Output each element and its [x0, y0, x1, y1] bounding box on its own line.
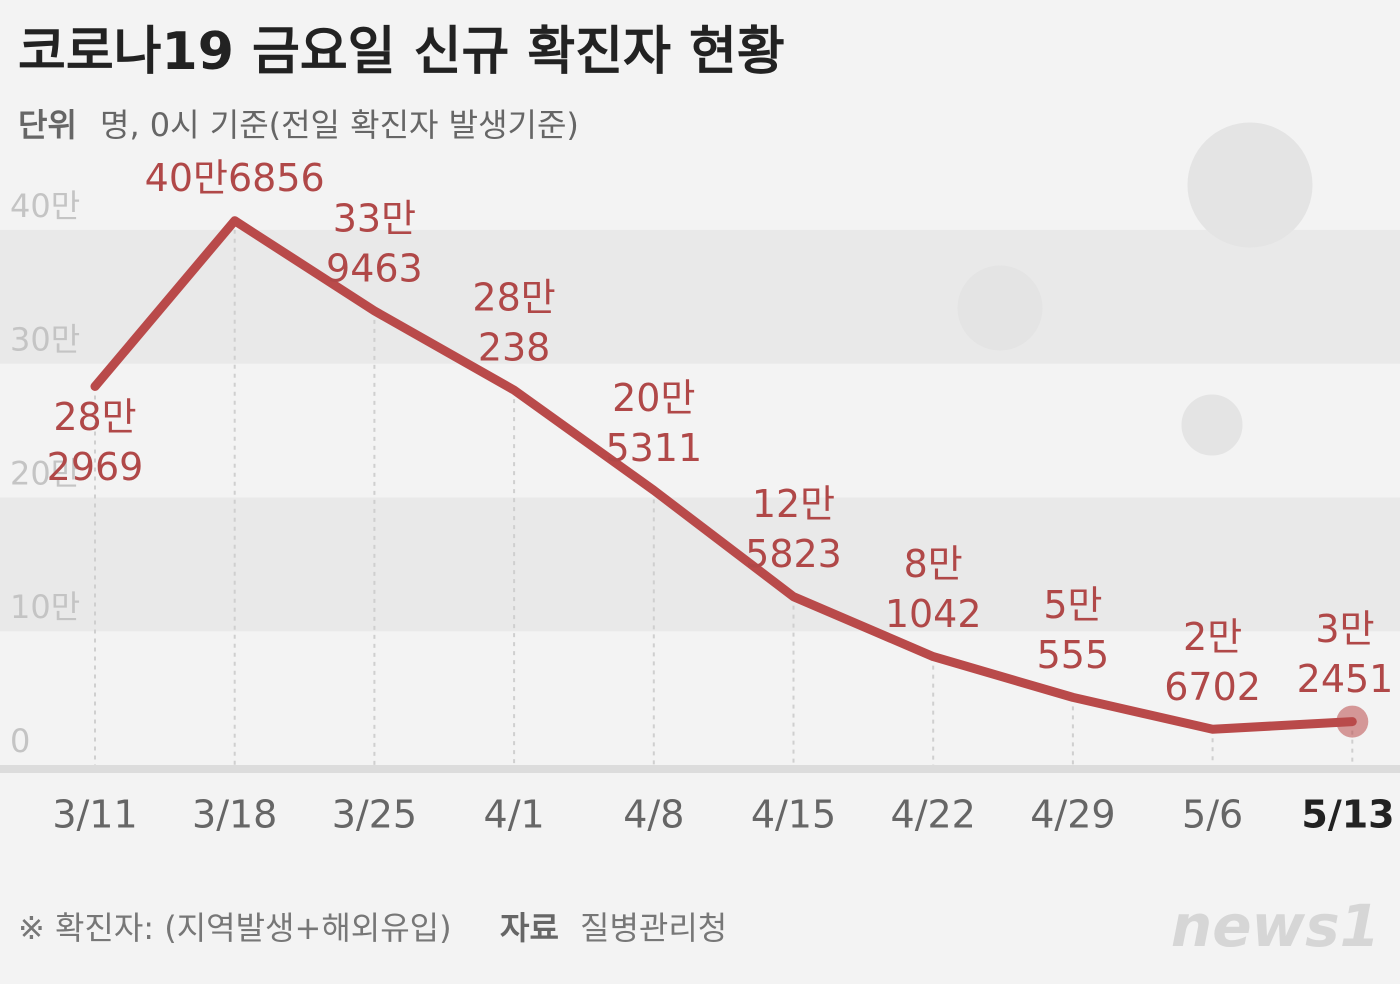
- marker: [1336, 705, 1369, 738]
- x-tick-label: 4/8: [623, 793, 684, 837]
- value-label: 238: [478, 326, 551, 370]
- y-tick-label: 30만: [10, 321, 80, 359]
- y-tick-label: 10만: [10, 588, 80, 626]
- value-label: 28만: [472, 276, 555, 320]
- x-tick-label: 4/15: [751, 793, 836, 837]
- x-tick-label: 3/18: [192, 793, 277, 837]
- logo: news1: [1171, 892, 1380, 960]
- y-tick-label: 20만: [10, 454, 80, 492]
- subtitle: 명, 0시 기준(전일 확진자 발생기준): [100, 106, 579, 144]
- value-label: 5823: [745, 532, 842, 576]
- x-tick-label: 4/1: [484, 793, 545, 837]
- source-label: 자료: [500, 909, 559, 947]
- chart-title: 코로나19 금요일 신규 확진자 현황: [18, 22, 785, 82]
- value-label: 2만: [1183, 615, 1242, 659]
- x-tick-label: 3/25: [332, 793, 417, 837]
- value-label: 5311: [605, 426, 702, 470]
- value-label: 12만: [752, 482, 835, 526]
- y-tick-label: 40만: [10, 187, 80, 225]
- bands: [0, 229, 1400, 632]
- value-label: 40만6856: [145, 156, 325, 200]
- y-tick-label: 0: [10, 722, 30, 760]
- value-label: 33만: [333, 196, 416, 240]
- value-label: 555: [1037, 633, 1110, 677]
- unit-label: 단위: [18, 106, 77, 144]
- x-tick-label: 5/13: [1301, 793, 1394, 837]
- virus-decoration: [957, 122, 1313, 456]
- value-label: 9463: [326, 246, 423, 290]
- x-tick-label: 4/22: [891, 793, 976, 837]
- grid-band: [0, 497, 1400, 632]
- line: [90, 216, 1357, 734]
- grid-band: [0, 229, 1400, 364]
- value-label: 8만: [904, 542, 963, 586]
- value-label: 2969: [47, 445, 144, 489]
- x-tick-label: 3/11: [52, 793, 137, 837]
- value-label: 3만: [1315, 607, 1374, 651]
- value-label: 1042: [885, 592, 982, 636]
- source: 질병관리청: [580, 909, 727, 947]
- value-label: 28만: [53, 395, 136, 439]
- value-label: 5만: [1043, 583, 1102, 627]
- value-label: 6702: [1164, 665, 1261, 709]
- value-label: 2451: [1297, 657, 1394, 701]
- x-tick-label: 5/6: [1182, 793, 1243, 837]
- baseline: [0, 765, 1400, 773]
- value-label: 20만: [612, 376, 695, 420]
- footnote: ※ 확진자: (지역발생+해외유입): [18, 909, 452, 947]
- x-tick-label: 4/29: [1030, 793, 1115, 837]
